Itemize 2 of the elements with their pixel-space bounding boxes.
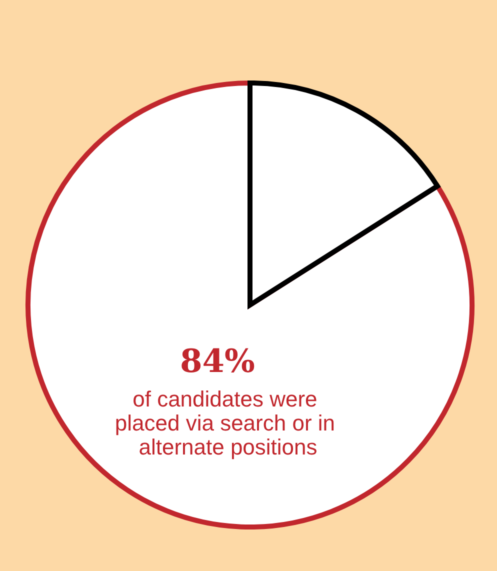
text: of candidates were placed via search or in alternate positions xyxy=(114,386,342,460)
data-label: 84% xyxy=(180,342,255,380)
